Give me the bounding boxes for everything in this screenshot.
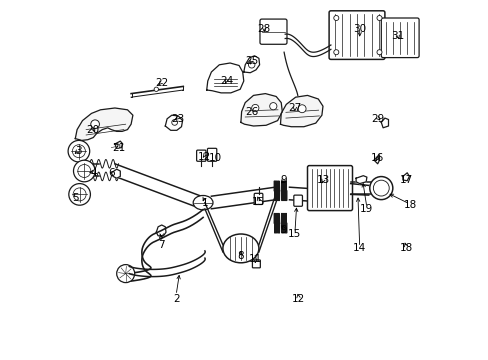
Text: 12: 12 [198, 152, 211, 162]
Text: 13: 13 [316, 175, 330, 185]
Polygon shape [165, 115, 182, 130]
Text: 6: 6 [108, 168, 114, 178]
Circle shape [68, 140, 89, 162]
Text: 11: 11 [248, 254, 262, 264]
Text: 2: 2 [172, 294, 179, 304]
Text: 3: 3 [75, 146, 81, 156]
Circle shape [248, 62, 254, 68]
Text: 31: 31 [390, 31, 403, 41]
Circle shape [154, 87, 158, 91]
FancyBboxPatch shape [252, 260, 260, 268]
FancyBboxPatch shape [196, 150, 205, 161]
Text: 30: 30 [352, 24, 366, 34]
Text: 21: 21 [112, 143, 125, 153]
Ellipse shape [193, 195, 213, 210]
Text: 18: 18 [399, 243, 412, 253]
Text: 29: 29 [370, 114, 384, 124]
Polygon shape [373, 155, 379, 164]
Text: 15: 15 [252, 197, 265, 207]
Circle shape [117, 265, 134, 283]
FancyBboxPatch shape [207, 148, 216, 161]
Text: 18: 18 [403, 200, 416, 210]
Text: 19: 19 [360, 204, 373, 214]
Text: 17: 17 [399, 175, 412, 185]
Text: 5: 5 [72, 193, 79, 203]
Circle shape [333, 50, 338, 55]
Circle shape [73, 188, 86, 201]
Circle shape [376, 15, 381, 21]
Text: 10: 10 [209, 153, 222, 163]
Polygon shape [206, 63, 244, 93]
FancyBboxPatch shape [307, 166, 352, 211]
Text: 7: 7 [158, 240, 164, 250]
Circle shape [171, 120, 177, 125]
Polygon shape [241, 94, 282, 126]
Circle shape [69, 184, 90, 205]
Text: 14: 14 [352, 243, 366, 253]
FancyBboxPatch shape [293, 195, 302, 206]
Text: 12: 12 [291, 294, 305, 304]
Text: 4: 4 [90, 168, 97, 178]
Text: 28: 28 [257, 24, 270, 34]
Text: 20: 20 [86, 125, 100, 135]
Polygon shape [280, 95, 322, 127]
Circle shape [269, 103, 276, 110]
FancyBboxPatch shape [260, 19, 286, 44]
Polygon shape [244, 56, 259, 73]
Circle shape [78, 165, 91, 177]
Text: 8: 8 [237, 251, 244, 261]
Circle shape [115, 144, 120, 148]
Polygon shape [402, 173, 408, 181]
Polygon shape [75, 108, 133, 140]
FancyBboxPatch shape [254, 193, 263, 204]
Circle shape [369, 177, 392, 199]
Text: 15: 15 [288, 229, 301, 239]
Text: 1: 1 [201, 198, 208, 208]
Text: 26: 26 [244, 107, 258, 117]
Polygon shape [355, 176, 366, 184]
Ellipse shape [223, 234, 258, 263]
Circle shape [73, 160, 95, 182]
Text: 27: 27 [288, 103, 301, 113]
Text: 25: 25 [244, 56, 258, 66]
Polygon shape [156, 225, 166, 236]
Text: 9: 9 [280, 175, 287, 185]
Circle shape [91, 120, 99, 129]
Text: 16: 16 [370, 153, 384, 163]
Circle shape [373, 180, 388, 196]
Polygon shape [381, 118, 387, 128]
Circle shape [376, 50, 381, 55]
Text: 9: 9 [280, 225, 287, 235]
Text: 22: 22 [155, 78, 168, 88]
FancyBboxPatch shape [328, 11, 384, 59]
Circle shape [333, 15, 338, 21]
Circle shape [72, 145, 85, 158]
Polygon shape [115, 141, 122, 148]
Polygon shape [111, 169, 120, 178]
Circle shape [251, 104, 258, 112]
FancyBboxPatch shape [381, 18, 418, 58]
Text: 24: 24 [220, 76, 233, 86]
Circle shape [298, 105, 305, 113]
Text: 23: 23 [171, 114, 184, 124]
